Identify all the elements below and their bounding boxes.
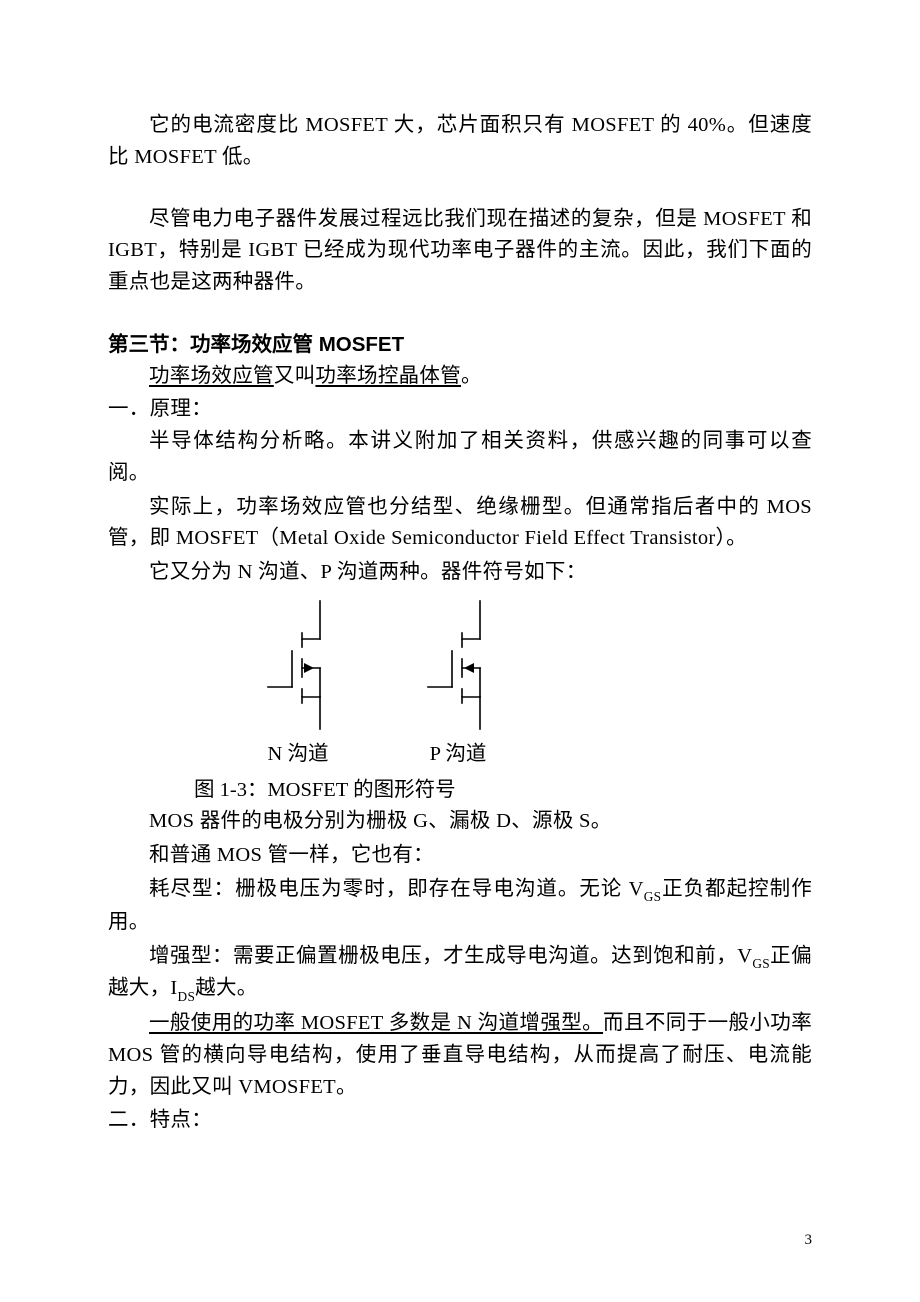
underline-term: 功率场控晶体管 — [315, 365, 461, 387]
p-channel-label: P 沟道 — [430, 739, 487, 771]
text-span: 又叫 — [274, 365, 316, 387]
subscript: GS — [752, 956, 770, 971]
paragraph: 功率场效应管又叫功率场控晶体管。 — [108, 361, 812, 393]
paragraph: 半导体结构分析略。本讲义附加了相关资料，供感兴趣的同事可以查阅。 — [108, 426, 812, 490]
spacer — [108, 176, 812, 204]
paragraph: 一般使用的功率 MOSFET 多数是 N 沟道增强型。而且不同于一般小功率 MO… — [108, 1008, 812, 1103]
document-page: 它的电流密度比 MOSFET 大，芯片面积只有 MOSFET 的 40%。但速度… — [0, 0, 920, 1302]
paragraph: 增强型：需要正偏置栅极电压，才生成导电沟道。达到饱和前，VGS正偏越大，IDS越… — [108, 941, 812, 1007]
text-span: 增强型：需要正偏置栅极电压，才生成导电沟道。达到饱和前，V — [149, 945, 752, 967]
underline-term: 一般使用的功率 MOSFET 多数是 N 沟道增强型。 — [149, 1012, 603, 1034]
subheading: 一．原理： — [108, 394, 812, 426]
page-number: 3 — [805, 1229, 813, 1252]
figure-caption: 图 1-3：MOSFET 的图形符号 — [194, 775, 812, 807]
text-span: 。 — [461, 365, 482, 387]
subscript: DS — [178, 989, 196, 1004]
n-channel-column: N 沟道 — [248, 595, 348, 771]
paragraph: 耗尽型：栅极电压为零时，即存在导电沟道。无论 VGS正负都起控制作用。 — [108, 874, 812, 939]
p-channel-column: P 沟道 — [408, 595, 508, 771]
underline-term: 功率场效应管 — [149, 365, 274, 387]
subscript: GS — [644, 889, 662, 904]
paragraph: 实际上，功率场效应管也分结型、绝缘栅型。但通常指后者中的 MOS 管，即 MOS… — [108, 492, 812, 556]
n-channel-label: N 沟道 — [268, 739, 329, 771]
paragraph: 尽管电力电子器件发展过程远比我们现在描述的复杂，但是 MOSFET 和 IGBT… — [108, 204, 812, 299]
arrow-right-icon — [304, 663, 314, 673]
paragraph: 它的电流密度比 MOSFET 大，芯片面积只有 MOSFET 的 40%。但速度… — [108, 110, 812, 174]
text-span: 越大。 — [195, 977, 257, 999]
arrow-left-icon — [464, 663, 474, 673]
section-heading: 第三节：功率场效应管 MOSFET — [108, 329, 812, 361]
n-channel-mosfet-icon — [248, 595, 348, 735]
paragraph: 和普通 MOS 管一样，它也有： — [108, 840, 812, 872]
subheading: 二．特点： — [108, 1105, 812, 1137]
mosfet-symbols-row: N 沟道 P 沟道 — [248, 595, 812, 771]
paragraph: MOS 器件的电极分别为栅极 G、漏极 D、源极 S。 — [108, 806, 812, 838]
paragraph: 它又分为 N 沟道、P 沟道两种。器件符号如下： — [108, 557, 812, 589]
text-span: 耗尽型：栅极电压为零时，即存在导电沟道。无论 V — [149, 878, 644, 900]
spacer — [108, 301, 812, 329]
p-channel-mosfet-icon — [408, 595, 508, 735]
